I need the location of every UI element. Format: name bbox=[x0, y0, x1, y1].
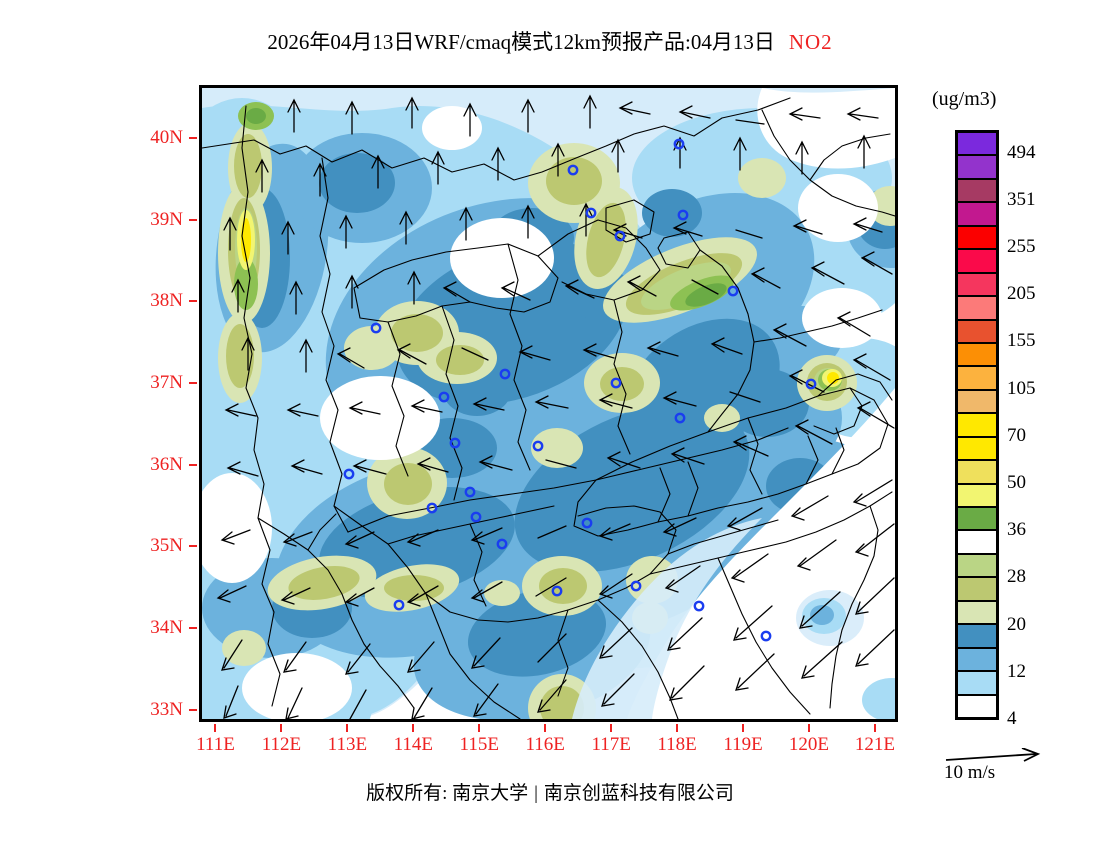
colorbar-tick-label: 105 bbox=[1007, 377, 1036, 399]
lon-tick-label: 111E bbox=[196, 734, 235, 755]
colorbar-tick-label: 155 bbox=[1007, 330, 1036, 352]
lon-tick-label: 120E bbox=[788, 734, 830, 755]
lat-tick-label: 35N bbox=[150, 535, 183, 557]
colorbar-cell bbox=[958, 672, 996, 696]
colorbar-tick-label: 205 bbox=[1007, 283, 1036, 305]
colorbar-tick-label: 255 bbox=[1007, 236, 1036, 257]
footer-separator: | bbox=[534, 783, 538, 804]
lat-tick-label: 38N bbox=[150, 290, 183, 312]
colorbar-cell bbox=[958, 367, 996, 391]
lat-tick-mark bbox=[189, 545, 197, 548]
lon-tick-label: 119E bbox=[723, 734, 763, 755]
colorbar-cell bbox=[958, 250, 996, 274]
colorbar-tick-label: 36 bbox=[1007, 519, 1026, 541]
wind-scale-key bbox=[944, 747, 1074, 773]
colorbar-cell bbox=[958, 531, 996, 555]
lon-tick-mark bbox=[610, 724, 613, 732]
lat-tick-label: 33N bbox=[150, 698, 183, 720]
lon-tick-label: 113E bbox=[327, 734, 368, 755]
colorbar-cell bbox=[958, 625, 996, 649]
lat-tick-mark bbox=[189, 382, 197, 385]
colorbar-cell bbox=[958, 414, 996, 438]
colorbar-tick-label: 70 bbox=[1007, 424, 1026, 446]
colorbar-cell bbox=[958, 226, 996, 251]
colorbar-tick-label: 12 bbox=[1007, 660, 1026, 682]
colorbar-cell bbox=[958, 695, 996, 717]
lon-tick-label: 118E bbox=[657, 734, 697, 755]
colorbar-cell bbox=[958, 437, 996, 462]
lon-tick-mark bbox=[346, 724, 349, 732]
map-plot-area[interactable] bbox=[199, 85, 898, 722]
colorbar-cell bbox=[958, 203, 996, 227]
lat-tick-label: 40N bbox=[150, 127, 183, 149]
colorbar-tick-label: 20 bbox=[1007, 613, 1026, 635]
title-species-label: NO2 bbox=[788, 30, 833, 54]
colorbar-cell bbox=[958, 601, 996, 626]
lat-tick-label: 36N bbox=[150, 453, 183, 475]
lon-tick-mark bbox=[478, 724, 481, 732]
colorbar-cell bbox=[958, 390, 996, 415]
lon-tick-mark bbox=[214, 724, 217, 732]
colorbar-cell bbox=[958, 461, 996, 485]
colorbar[interactable] bbox=[955, 130, 999, 720]
lat-tick-label: 37N bbox=[150, 372, 183, 394]
colorbar-cell bbox=[958, 554, 996, 579]
colorbar-cell bbox=[958, 578, 996, 602]
colorbar-cell bbox=[958, 648, 996, 673]
colorbar-cell bbox=[958, 484, 996, 508]
lon-tick-label: 114E bbox=[393, 734, 434, 755]
footer-copyright-text: 版权所有: 南京大学 bbox=[366, 783, 529, 804]
colorbar-cell bbox=[958, 343, 996, 368]
colorbar-tick-label: 351 bbox=[1007, 188, 1036, 210]
page-title: 2026年04月13日WRF/cmaq模式12km预报产品:04月13日 NO2 bbox=[0, 26, 1100, 56]
colorbar-cell bbox=[958, 273, 996, 298]
colorbar-cell bbox=[958, 297, 996, 321]
lat-tick-mark bbox=[189, 300, 197, 303]
colorbar-cell bbox=[958, 156, 996, 180]
wind-scale-label: 10 m/s bbox=[944, 762, 996, 783]
lon-tick-mark bbox=[280, 724, 283, 732]
colorbar-cell bbox=[958, 508, 996, 532]
lon-tick-mark bbox=[412, 724, 415, 732]
lon-tick-label: 117E bbox=[591, 734, 631, 755]
lat-tick-mark bbox=[189, 627, 197, 630]
lon-tick-mark bbox=[544, 724, 547, 732]
colorbar-units-label: (ug/m3) bbox=[932, 88, 997, 110]
colorbar-cell bbox=[958, 133, 996, 157]
footer-company-text: 南京创蓝科技有限公司 bbox=[543, 783, 734, 804]
lat-tick-mark bbox=[189, 463, 197, 466]
lat-tick-label: 34N bbox=[150, 617, 183, 639]
arrow-right-icon bbox=[945, 747, 1041, 762]
lon-tick-label: 121E bbox=[854, 734, 895, 755]
lat-tick-label: 39N bbox=[150, 208, 183, 230]
colorbar-tick-label: 494 bbox=[1007, 141, 1036, 163]
lon-tick-mark bbox=[807, 724, 810, 732]
lon-tick-mark bbox=[873, 724, 876, 732]
lon-tick-label: 116E bbox=[525, 734, 565, 755]
colorbar-tick-label: 50 bbox=[1007, 472, 1026, 493]
title-main-text: 2026年04月13日WRF/cmaq模式12km预报产品:04月13日 bbox=[267, 30, 775, 54]
colorbar-cell bbox=[958, 179, 996, 204]
lat-tick-mark bbox=[189, 137, 197, 140]
colorbar-tick-label: 4 bbox=[1007, 708, 1017, 729]
lat-tick-mark bbox=[189, 708, 197, 711]
colorbar-cell bbox=[958, 320, 996, 344]
footer-copyright: 版权所有: 南京大学 | 南京创蓝科技有限公司 bbox=[0, 778, 1100, 805]
colorbar-tick-label: 28 bbox=[1007, 566, 1026, 588]
map-canvas bbox=[202, 88, 895, 719]
lon-tick-mark bbox=[676, 724, 679, 732]
lon-tick-mark bbox=[742, 724, 745, 732]
lon-tick-label: 112E bbox=[261, 734, 302, 755]
lat-tick-mark bbox=[189, 218, 197, 221]
lon-tick-label: 115E bbox=[459, 734, 499, 755]
